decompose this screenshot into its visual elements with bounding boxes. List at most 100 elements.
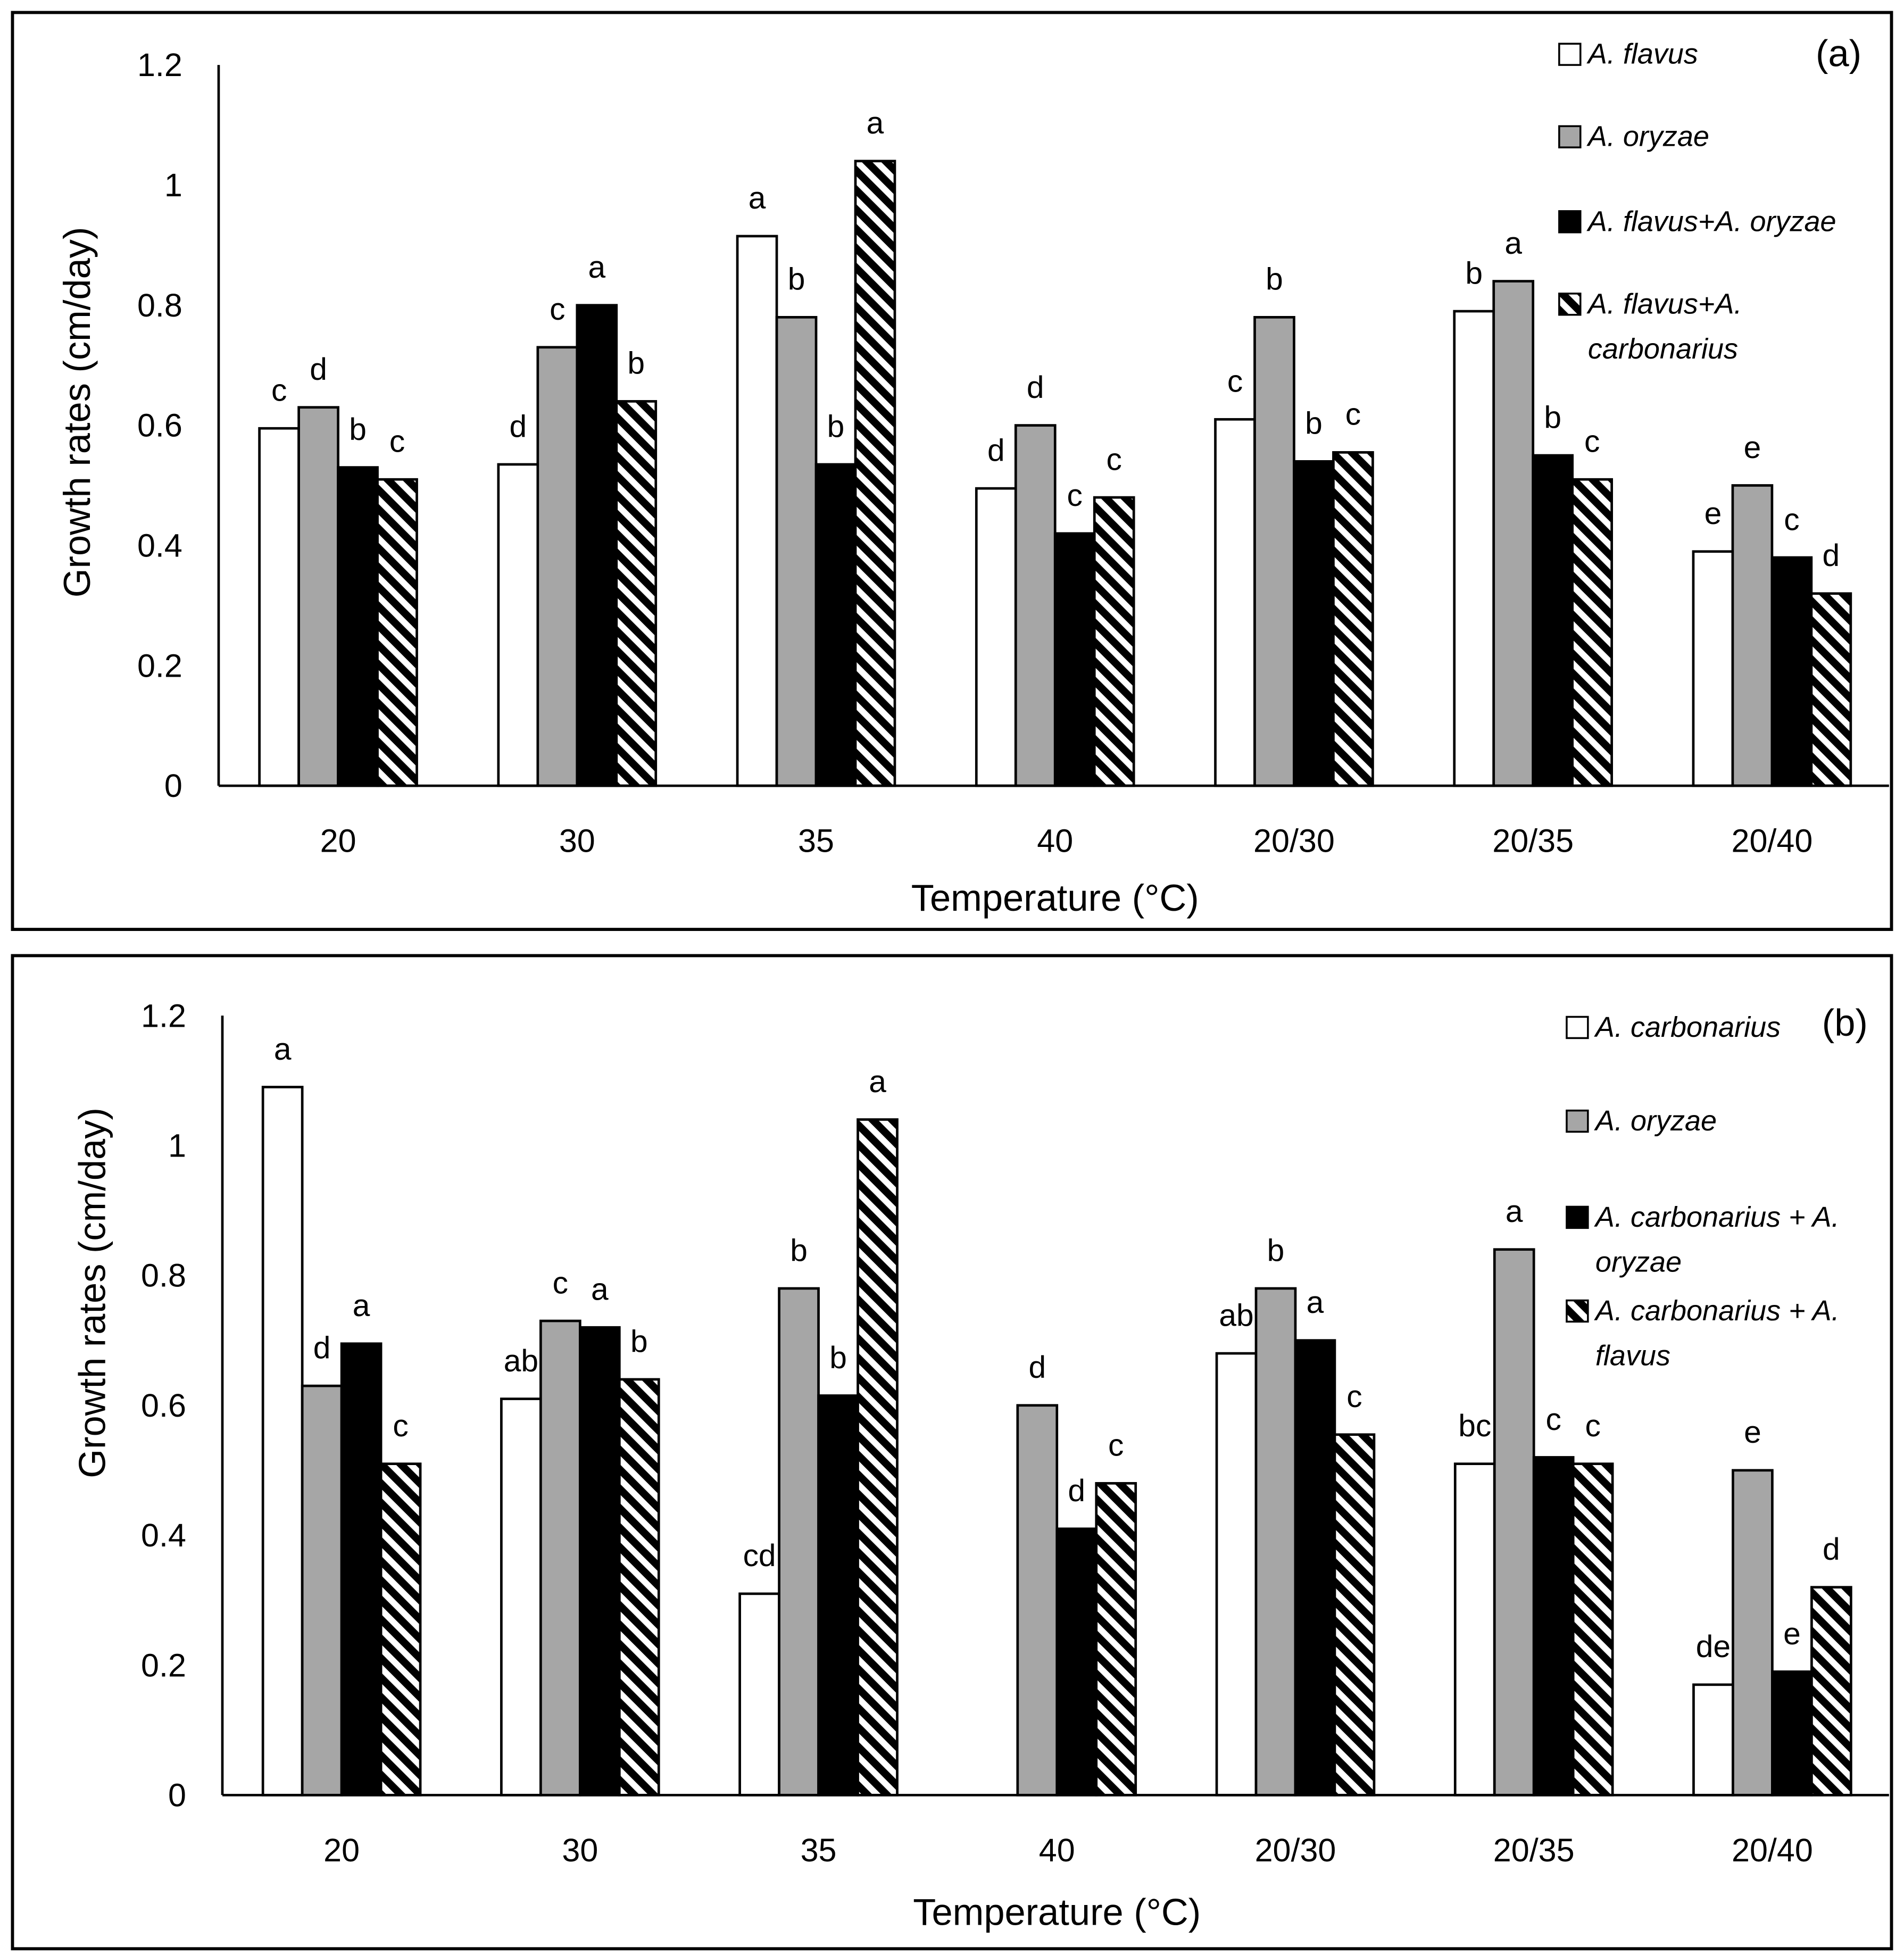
bar-a-carbonarius-20 <box>261 1086 304 1796</box>
x-tick-label: 20/30 <box>1255 1832 1336 1868</box>
x-tick-label: 40 <box>1037 823 1073 859</box>
bar-a-flavus-a-carbonarius-35 <box>854 160 896 787</box>
y-tick-label: 0.6 <box>137 407 182 444</box>
bar-a-flavus-a-carbonarius-20 <box>376 478 418 787</box>
x-tick-label: 20 <box>323 1832 360 1868</box>
bar-a-oryzae-30 <box>536 346 579 787</box>
bar-a-carbonarius-a-flavus-20-30 <box>1333 1433 1376 1796</box>
x-tick-label: 20/40 <box>1732 823 1813 859</box>
y-tick-label: 1.2 <box>137 47 182 83</box>
significance-letter-a-carbonarius-20: a <box>274 1032 292 1067</box>
significance-letter-a-flavus-20-30: c <box>1227 364 1243 399</box>
significance-letter-a-carbonarius-a-oryzae-35: b <box>829 1341 847 1375</box>
significance-letter-a-carbonarius-a-oryzae-40: d <box>1068 1474 1085 1508</box>
significance-letter-a-oryzae-30: c <box>553 1266 568 1300</box>
legend-label: A. oryzae <box>1586 121 1709 153</box>
x-tick-label: 20/40 <box>1732 1832 1813 1868</box>
bar-a-flavus-40 <box>975 487 1017 787</box>
bar-a-oryzae-35 <box>775 315 818 787</box>
bar-a-oryzae-20-35 <box>1492 280 1535 787</box>
significance-letter-a-flavus-a-carbonarius-40: c <box>1107 442 1122 477</box>
bar-a-carbonarius-a-flavus-35 <box>857 1118 899 1796</box>
y-tick-label: 0.8 <box>141 1258 186 1294</box>
legend-label: oryzae <box>1595 1246 1682 1278</box>
legend-swatch <box>1558 293 1582 316</box>
significance-letter-a-carbonarius-a-oryzae-20: a <box>353 1288 370 1323</box>
y-tick-label: 0.4 <box>137 528 182 564</box>
significance-letter-a-carbonarius-20-40: de <box>1696 1629 1731 1664</box>
significance-letter-a-carbonarius-a-flavus-20-30: c <box>1346 1379 1362 1414</box>
significance-letter-a-flavus-a-carbonarius-20: c <box>389 425 405 459</box>
legend-swatch <box>1566 1205 1589 1229</box>
y-tick-label: 0.4 <box>141 1517 186 1553</box>
significance-letter-a-oryzae-20-35: a <box>1504 226 1522 261</box>
significance-letter-a-oryzae-20: d <box>310 352 327 387</box>
significance-letter-a-carbonarius-a-oryzae-30: a <box>591 1272 609 1307</box>
legend-label: A. carbonarius + A. <box>1594 1201 1840 1233</box>
bar-a-flavus-a-carbonarius-20-35 <box>1571 478 1613 787</box>
bar-a-oryzae-40 <box>1014 424 1057 787</box>
bar-a-oryzae-20-40 <box>1731 484 1774 787</box>
bar-a-flavus-a-oryzae-40 <box>1053 532 1096 787</box>
significance-letter-a-carbonarius-a-flavus-30: b <box>630 1324 648 1359</box>
bar-a-carbonarius-a-oryzae-30 <box>578 1326 621 1796</box>
significance-letter-a-carbonarius-30: ab <box>504 1344 538 1378</box>
bar-a-flavus-a-oryzae-20-35 <box>1532 454 1574 787</box>
significance-letter-a-flavus-a-oryzae-20-35: b <box>1544 400 1561 435</box>
significance-letter-a-carbonarius-20-30: ab <box>1219 1298 1253 1333</box>
legend-label: A. flavus+A. <box>1586 288 1742 320</box>
legend-label: carbonarius <box>1588 333 1738 365</box>
x-tick-label: 30 <box>562 1832 598 1868</box>
panel-label: (a) <box>1816 32 1861 74</box>
legend-label: A. flavus <box>1586 38 1698 70</box>
significance-letter-a-flavus-a-carbonarius-20-40: d <box>1823 538 1840 573</box>
panel-b-chart: 0 0.2 0.4 0.6 0.8 1 1.2 20 30 35 40 20/30 20/35 20/40… <box>11 954 1893 1951</box>
bar-a-carbonarius-20-35 <box>1453 1462 1496 1796</box>
legend: A. carbonarius A. oryzae A. carbonarius + … <box>1566 1011 1840 1372</box>
bar-a-carbonarius-20-30 <box>1215 1352 1258 1796</box>
y-tick-label: 0 <box>168 1777 186 1813</box>
y-tick-label: 0.2 <box>141 1647 186 1683</box>
legend-label: A. carbonarius <box>1594 1011 1781 1043</box>
legend-swatch <box>1558 125 1582 148</box>
bar-a-flavus-30 <box>497 463 539 787</box>
bar-a-flavus-a-carbonarius-30 <box>615 400 658 787</box>
significance-letter-a-carbonarius-a-flavus-20-40: d <box>1823 1532 1840 1567</box>
bar-a-carbonarius-a-oryzae-20-35 <box>1532 1456 1575 1796</box>
significance-letter-a-flavus-30: d <box>510 409 527 444</box>
bar-a-flavus-a-oryzae-30 <box>576 304 618 787</box>
legend-swatch <box>1558 210 1582 234</box>
bar-a-flavus-35 <box>736 235 778 787</box>
bar-a-flavus-a-oryzae-20 <box>337 466 379 787</box>
significance-letter-a-flavus-a-oryzae-20-40: c <box>1784 502 1799 537</box>
bar-a-carbonarius-a-flavus-20-40 <box>1810 1586 1852 1796</box>
bar-a-oryzae-20-30 <box>1254 1287 1297 1796</box>
bar-a-flavus-a-oryzae-20-40 <box>1770 556 1813 787</box>
panel-a-chart: 0 0.2 0.4 0.6 0.8 1 1.2 20 30 35 40 20/30 20/35 20/40… <box>11 11 1893 931</box>
significance-letter-a-oryzae-40: d <box>1027 370 1044 405</box>
bar-a-flavus-a-carbonarius-40 <box>1093 496 1135 787</box>
significance-letter-a-oryzae-20-30: b <box>1266 262 1283 297</box>
y-tick-label: 0.2 <box>137 647 182 684</box>
significance-letter-a-oryzae-20-40: e <box>1744 1415 1761 1450</box>
y-tick-label: 0 <box>164 768 182 804</box>
y-tick-label: 0.6 <box>141 1387 186 1424</box>
significance-letter-a-carbonarius-a-flavus-35: a <box>869 1064 886 1099</box>
legend-swatch <box>1566 1016 1589 1039</box>
legend: A. flavus A. oryzae A. flavus+A. oryzae A. … <box>1558 38 1836 365</box>
legend-swatch <box>1558 43 1582 66</box>
x-tick-label: 20/35 <box>1492 823 1574 859</box>
significance-letter-a-carbonarius-20-35: bc <box>1458 1409 1491 1443</box>
y-tick-label: 0.8 <box>137 287 182 323</box>
bar-a-flavus-20-35 <box>1453 310 1495 787</box>
significance-letter-a-flavus-20-35: b <box>1465 256 1483 290</box>
bar-a-carbonarius-a-flavus-20-35 <box>1572 1462 1614 1796</box>
bar-a-flavus-a-oryzae-35 <box>814 463 857 787</box>
y-axis-title: Growth rates (cm/day) <box>56 227 98 598</box>
significance-letter-a-flavus-a-carbonarius-20-30: c <box>1345 397 1361 432</box>
bar-a-carbonarius-20-40 <box>1692 1683 1734 1796</box>
x-tick-label: 20/35 <box>1493 1832 1575 1868</box>
significance-letter-a-carbonarius-35: cd <box>743 1538 776 1573</box>
significance-letter-a-oryzae-20: d <box>313 1330 331 1365</box>
